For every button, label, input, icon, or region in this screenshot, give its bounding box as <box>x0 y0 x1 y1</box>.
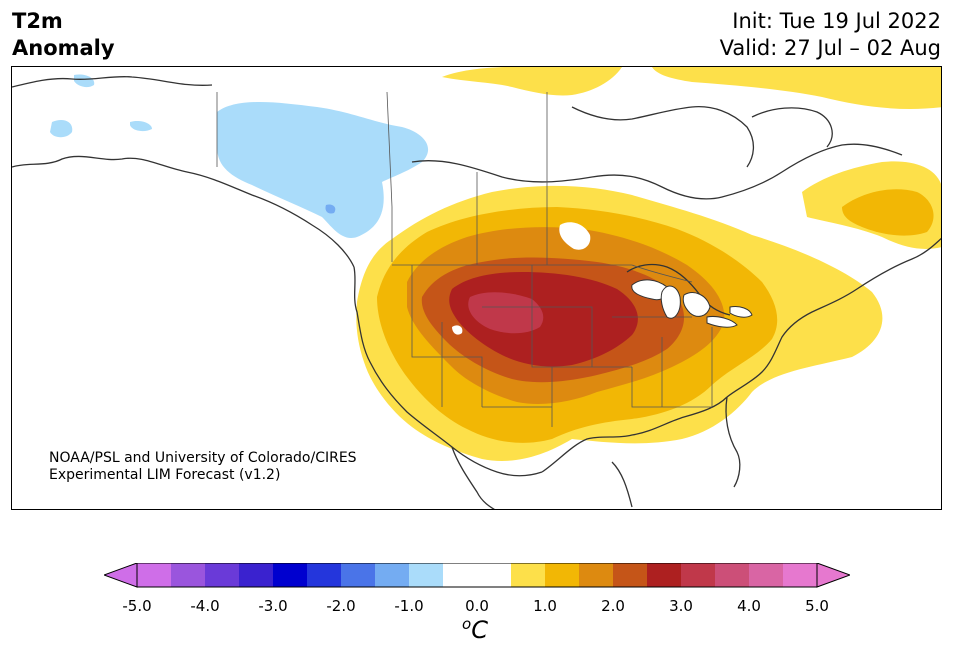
forecast-dates: Init: Tue 19 Jul 2022 Valid: 27 Jul – 02… <box>720 8 941 62</box>
colorbar-cell <box>579 563 614 587</box>
colorbar-tick-label: 0.0 <box>465 597 489 615</box>
colorbar-tick-label: 3.0 <box>669 597 693 615</box>
colorbar-cell <box>137 563 172 587</box>
unit-label: C <box>471 616 488 644</box>
colorbar-cell <box>681 563 716 587</box>
map-title: T2m Anomaly <box>12 8 115 62</box>
map-canvas <box>12 67 941 509</box>
title-type: Anomaly <box>12 36 115 60</box>
colorbar-cell <box>205 563 240 587</box>
warm-band-6 <box>468 292 544 334</box>
colorbar-cell <box>783 563 818 587</box>
colorbar-extend-max <box>816 563 850 588</box>
cool-anomaly-small-2 <box>130 120 152 132</box>
colorbar-unit: oC <box>462 615 488 644</box>
colorbar-tick-label: -3.0 <box>258 597 288 615</box>
colorbar-cell <box>273 563 308 587</box>
colorbar-cell <box>375 563 410 587</box>
colorbar-cell <box>647 563 682 587</box>
colorbar-cell <box>171 563 206 587</box>
colorbar-cell <box>341 563 376 587</box>
title-variable: T2m <box>12 9 63 33</box>
anomaly-map <box>11 66 942 510</box>
colorbar-tick-label: 4.0 <box>737 597 761 615</box>
coastlines <box>12 75 941 509</box>
colorbar-extend-min <box>104 563 138 588</box>
cool-anomaly-region <box>217 102 429 238</box>
colorbar-cell <box>511 563 546 587</box>
colorbar-tick-label: 2.0 <box>601 597 625 615</box>
init-date: Init: Tue 19 Jul 2022 <box>732 9 941 33</box>
colorbar-cell <box>443 563 478 587</box>
attribution-line1: NOAA/PSL and University of Colorado/CIRE… <box>49 450 357 466</box>
white-patch-nevada <box>452 325 463 335</box>
colorbar-tick-label: 5.0 <box>805 597 829 615</box>
colorbar-cell <box>613 563 648 587</box>
warm-band-2-quebec <box>842 189 934 236</box>
degree-symbol: o <box>462 615 472 633</box>
colorbar-cell <box>307 563 342 587</box>
colorbar-tick-label: -2.0 <box>326 597 356 615</box>
cool-anomaly-small-3 <box>74 74 95 88</box>
cool-anomaly-small <box>50 120 73 138</box>
colorbar-tick-label: 1.0 <box>533 597 557 615</box>
cool-anomaly-core <box>325 204 336 214</box>
attribution-line2: Experimental LIM Forecast (v1.2) <box>49 467 281 483</box>
colorbar <box>104 563 850 588</box>
colorbar-cell <box>545 563 580 587</box>
colorbar-tick-label: -1.0 <box>394 597 424 615</box>
attribution: NOAA/PSL and University of Colorado/CIRE… <box>49 450 357 484</box>
state-borders <box>216 91 713 427</box>
colorbar-tick-label: -4.0 <box>190 597 220 615</box>
colorbar-cell <box>715 563 750 587</box>
colorbar-cell <box>749 563 784 587</box>
great-lakes <box>631 279 753 328</box>
colorbar-cell <box>239 563 274 587</box>
warm-band-1-arctic-west <box>442 67 622 96</box>
colorbar-cell <box>409 563 444 587</box>
valid-range: Valid: 27 Jul – 02 Aug <box>719 36 941 60</box>
colorbar-tick-label: -5.0 <box>122 597 152 615</box>
warm-band-1-arctic <box>652 67 941 109</box>
colorbar-cells <box>137 563 818 587</box>
colorbar-cell <box>477 563 512 587</box>
white-patch-dakota <box>559 222 591 250</box>
